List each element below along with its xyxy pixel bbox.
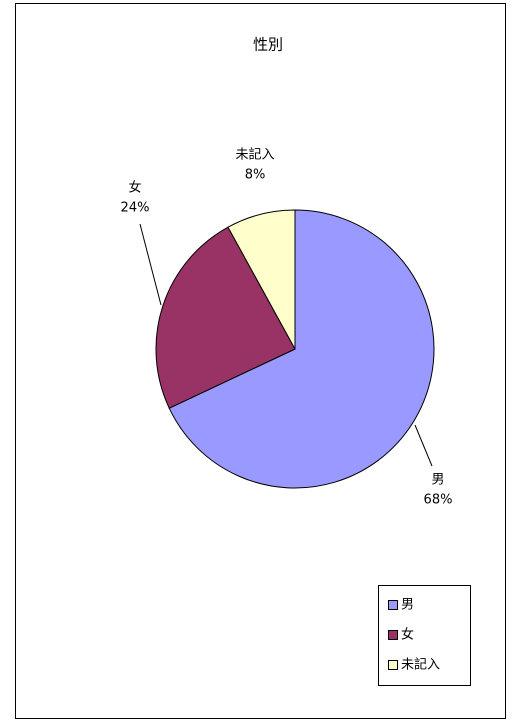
pie-slice [168,209,435,489]
legend-label: 未記入 [401,657,440,673]
chart-title: 性別 [253,36,283,54]
legend-swatch [388,660,398,670]
legend-label: 男 [401,598,414,613]
pie-slice [155,226,296,409]
legend-label: 女 [401,627,414,643]
legend-swatch [388,600,398,610]
slice-label: 未記入 [235,147,274,163]
slice-label: 女 [128,180,141,196]
leader-line [139,223,162,306]
leader-line [414,424,433,467]
slice-label: 男 [431,473,444,488]
slice-value-label: 68% [424,493,453,508]
pie-slice [227,209,296,350]
legend-swatch [388,630,398,640]
slice-value-label: 24% [121,201,150,216]
slice-value-label: 8% [245,168,266,183]
